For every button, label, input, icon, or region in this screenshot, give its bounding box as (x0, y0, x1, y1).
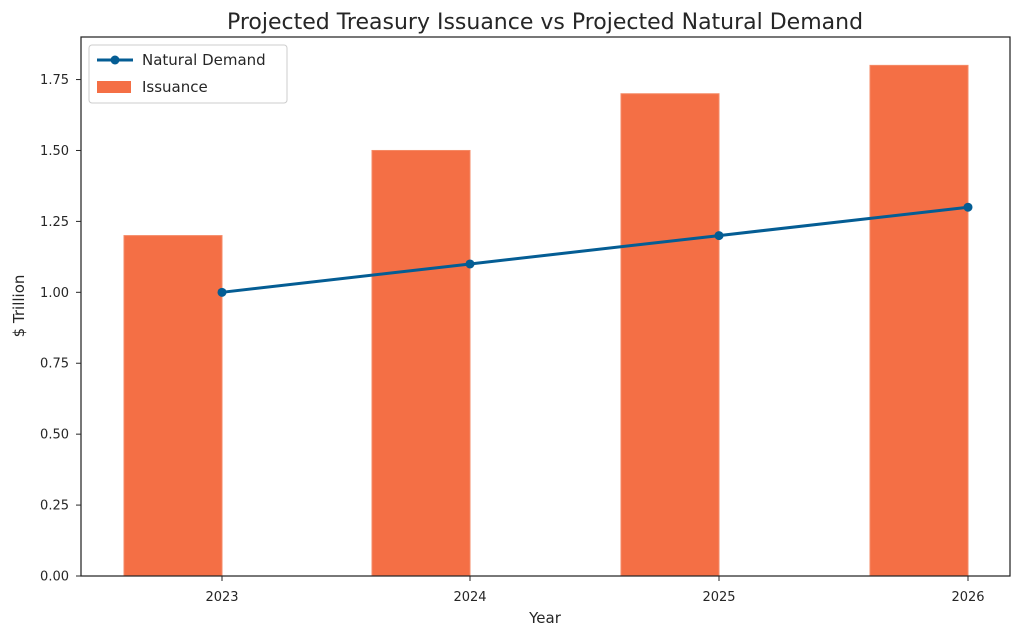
y-axis-label: $ Trillion (10, 275, 28, 338)
legend-label-natural-demand: Natural Demand (142, 51, 266, 69)
legend-bar-swatch (97, 81, 131, 93)
y-axis: 0.00 0.25 0.50 0.75 1.00 1.25 1.50 1.75 (40, 73, 81, 585)
bar-issuance-2023 (123, 235, 223, 577)
x-tick-label: 2025 (702, 590, 735, 605)
y-tick-label: 1.50 (40, 144, 69, 159)
line-natural-demand (221, 205, 969, 294)
chart-title: Projected Treasury Issuance vs Projected… (227, 10, 863, 35)
point-natural-demand-2025 (714, 231, 724, 241)
y-tick-label: 1.75 (40, 73, 69, 88)
legend: Natural Demand Issuance (88, 44, 288, 104)
x-axis-label: Year (528, 609, 562, 627)
x-tick-label: 2024 (453, 590, 486, 605)
bar-issuance-2026 (869, 64, 969, 577)
y-tick-label: 0.50 (40, 428, 69, 443)
bars (123, 64, 969, 577)
y-tick-label: 0.25 (40, 499, 69, 514)
x-tick-label: 2023 (205, 590, 238, 605)
plot-frame (80, 36, 1011, 577)
y-tick-label: 1.25 (40, 215, 69, 230)
legend-marker-swatch (110, 55, 120, 65)
point-natural-demand-2026 (963, 202, 973, 212)
x-axis: 2023 2024 2025 2026 (205, 576, 985, 605)
legend-box (88, 44, 288, 104)
y-tick-label: 0.75 (40, 357, 69, 372)
bar-issuance-2024 (371, 149, 471, 577)
y-tick-label: 1.00 (40, 286, 69, 301)
point-natural-demand-2024 (465, 259, 475, 269)
y-tick-label: 0.00 (40, 570, 69, 585)
x-tick-label: 2026 (951, 590, 984, 605)
point-natural-demand-2023 (217, 287, 227, 297)
bar-issuance-2025 (620, 93, 720, 577)
line-series (217, 202, 973, 297)
legend-label-issuance: Issuance (142, 78, 208, 96)
